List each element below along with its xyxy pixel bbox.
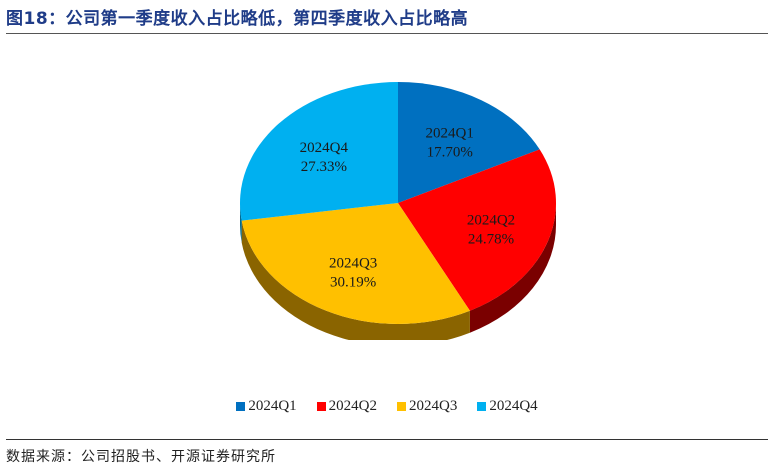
pie-labels: 2024Q1 17.70% 2024Q2 24.78% 2024Q3 30.19% 2024… — [300, 125, 515, 290]
legend-swatch-q2 — [316, 402, 326, 411]
legend-item-q4: 2024Q4 — [477, 398, 538, 415]
slice-label-value: 17.70% — [427, 144, 473, 160]
pie-side-2024q3 — [241, 220, 470, 340]
legend-item-q3: 2024Q3 — [397, 398, 457, 415]
pie-side-2024q2 — [469, 203, 556, 333]
legend-label-q4: 2024Q4 — [489, 398, 538, 414]
slice-label-category: 2024Q4 — [300, 140, 349, 156]
slice-label-value: 24.78% — [468, 232, 514, 248]
legend: 2024Q1 2024Q2 2024Q3 2024Q4 — [0, 398, 774, 415]
source-divider — [6, 439, 768, 440]
slice-label-category: 2024Q1 — [426, 125, 474, 141]
legend-swatch-q4 — [477, 402, 487, 411]
legend-item-q1: 2024Q1 — [236, 398, 297, 415]
pie-side-2024q4 — [240, 203, 242, 243]
pie-slice-2024q3 — [241, 203, 470, 324]
slice-label-category: 2024Q3 — [329, 256, 377, 272]
legend-swatch-q1 — [236, 402, 246, 411]
figure-title: 图18：公司第一季度收入占比略低，第四季度收入占比略高 — [6, 9, 469, 29]
pie-slice-2024q2 — [398, 149, 556, 311]
legend-label-q3: 2024Q3 — [409, 398, 458, 414]
legend-label-q2: 2024Q2 — [328, 398, 377, 414]
legend-item-q2: 2024Q2 — [316, 398, 377, 415]
title-divider — [6, 33, 768, 34]
pie-slice-2024q4 — [239, 82, 398, 221]
slice-label-category: 2024Q2 — [467, 213, 515, 229]
pie-slice-2024q1 — [398, 82, 540, 203]
pie-sides — [240, 203, 556, 340]
pie-chart: 2024Q1 17.70% 2024Q2 24.78% 2024Q3 30.19% 2024… — [239, 82, 556, 340]
legend-swatch-q3 — [397, 402, 406, 411]
source-note: 数据来源：公司招股书、开源证券研究所 — [6, 449, 276, 465]
pie-slices — [239, 82, 556, 324]
legend-label-q1: 2024Q1 — [248, 398, 297, 414]
slice-label-value: 30.19% — [330, 275, 376, 291]
slice-label-value: 27.33% — [301, 159, 347, 175]
